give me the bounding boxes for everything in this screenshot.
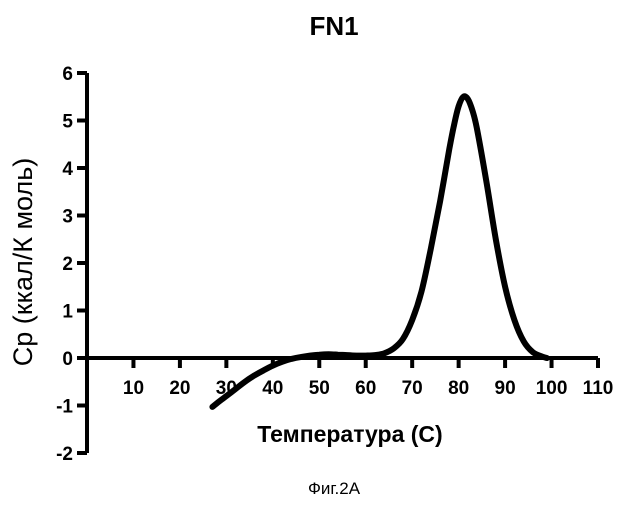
chart-title: FN1 [309, 11, 358, 41]
x-tick-label: 70 [402, 378, 423, 399]
x-tick-label: 10 [123, 378, 144, 399]
x-tick-label: 100 [536, 378, 568, 399]
series-group [212, 96, 547, 407]
y-tick-label: -1 [56, 397, 73, 418]
y-tick-label: 2 [62, 254, 73, 275]
x-tick-label: 20 [169, 378, 190, 399]
x-axis-label: Температура (С) [257, 421, 442, 447]
y-tick-label: 6 [62, 64, 73, 85]
x-tick-label: 40 [262, 378, 283, 399]
y-tick-label: -2 [56, 444, 73, 465]
y-tick-label: 0 [62, 349, 73, 370]
x-tick-label: 60 [355, 378, 376, 399]
y-axis-label: Ср (ккал/К моль) [8, 158, 38, 367]
y-tick-label: 3 [62, 207, 73, 228]
x-tick-label: 50 [309, 378, 330, 399]
y-tick-label: 5 [62, 112, 73, 133]
y-tick-label: 4 [62, 159, 73, 180]
x-tick-label: 90 [495, 378, 516, 399]
y-tick-label: 1 [62, 302, 73, 323]
x-tick-label: 80 [448, 378, 469, 399]
tick-marks [77, 73, 598, 453]
tick-labels: 6543210-1-2102030405060708090100110 [56, 64, 613, 465]
series-line-0 [212, 96, 547, 407]
figure-caption: Фиг.2А [308, 479, 361, 498]
x-tick-label: 110 [583, 378, 614, 399]
axes [87, 73, 598, 453]
